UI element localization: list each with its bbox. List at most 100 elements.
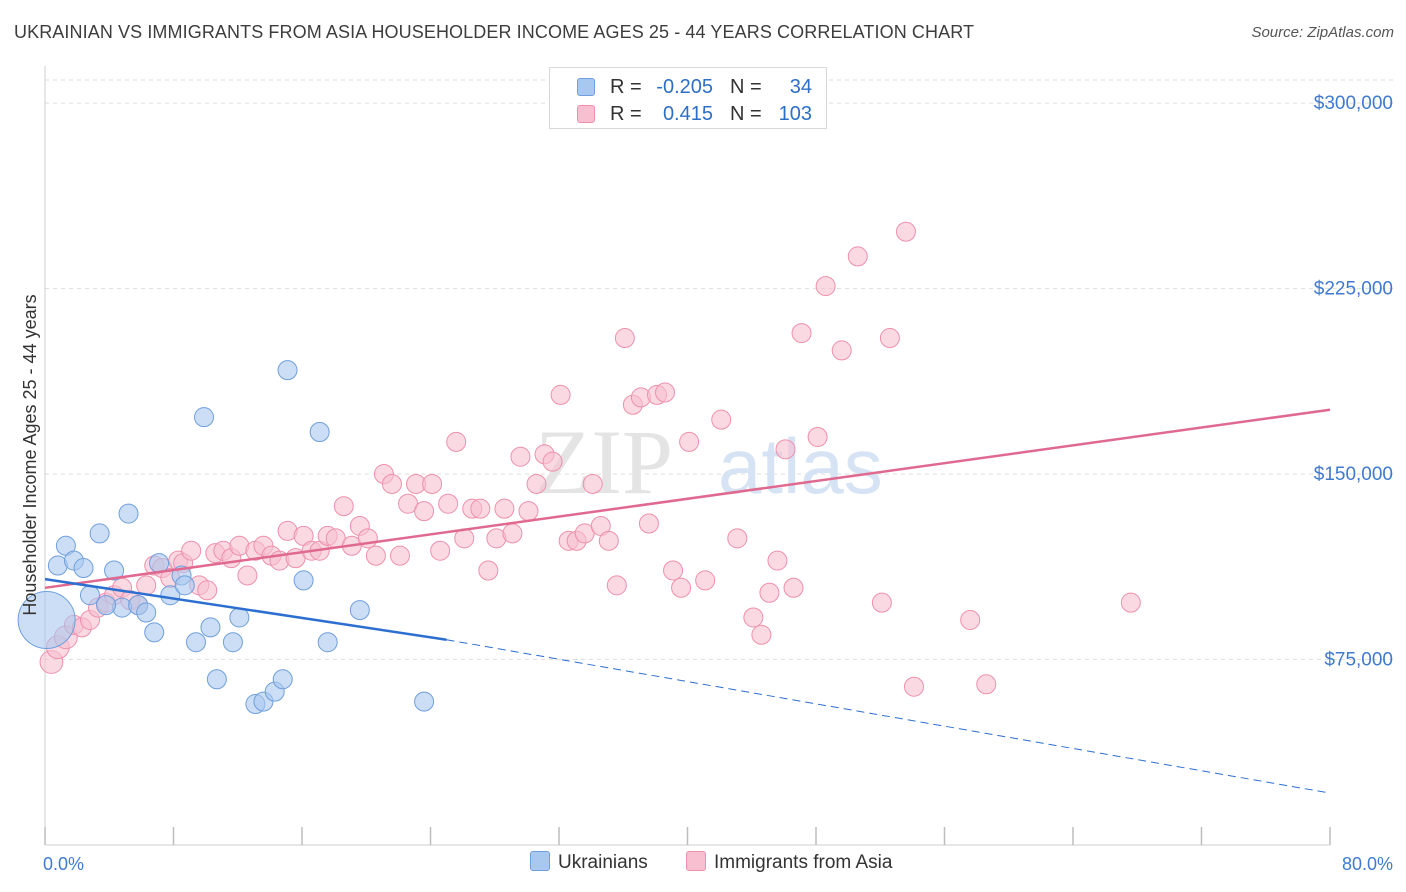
source-label: Source: ZipAtlas.com [1251, 24, 1394, 41]
trend-line-ukrainians [44, 577, 447, 641]
data-point [727, 528, 748, 549]
data-point [89, 523, 110, 544]
data-point [17, 590, 76, 649]
data-point [237, 565, 258, 586]
data-point [118, 503, 139, 524]
data-point [96, 595, 117, 616]
data-point [200, 617, 221, 638]
series-ukrainians [17, 360, 435, 715]
data-point [895, 221, 916, 242]
data-point [222, 632, 243, 653]
data-point [791, 323, 812, 344]
legend-row-ukrainians: R = -0.205 N = 34 [550, 73, 826, 103]
data-point [960, 609, 981, 630]
data-point [638, 513, 659, 534]
data-point [976, 674, 997, 695]
x-tick-label-min: 0.0% [43, 854, 84, 874]
data-point [695, 570, 716, 591]
legend-n-value: 34 [789, 76, 812, 98]
data-point [293, 570, 314, 591]
data-point [494, 498, 515, 519]
data-point [1120, 592, 1141, 613]
data-point [317, 632, 338, 653]
data-point [767, 550, 788, 571]
legend-n-label: N = [730, 76, 762, 98]
data-point [711, 409, 732, 430]
legend-swatch-immigrants-from-asia [577, 105, 595, 123]
legend-r-label: R = [610, 103, 642, 125]
data-point [73, 558, 94, 579]
y-tick-label: $300,000 [1314, 93, 1393, 114]
data-point [743, 607, 764, 628]
data-point [671, 577, 692, 598]
bottom-legend-label-ukrainians: Ukrainians [558, 852, 648, 873]
data-point [144, 622, 165, 643]
y-axis-label: Householder Income Ages 25 - 44 years [20, 294, 40, 615]
data-point [550, 384, 571, 405]
data-point [542, 451, 563, 472]
data-point [815, 276, 836, 297]
y-tick-label: $75,000 [1324, 650, 1393, 671]
trend-lines [44, 408, 1331, 794]
legend-swatch-ukrainians [577, 78, 595, 96]
data-point [510, 446, 531, 467]
data-point [185, 632, 206, 653]
chart-title: UKRAINIAN VS IMMIGRANTS FROM ASIA HOUSEH… [14, 22, 975, 42]
data-point [847, 246, 868, 267]
bottom-legend-swatch-ukrainians [530, 851, 550, 871]
data-point [614, 328, 635, 349]
legend-r-label: R = [610, 76, 642, 98]
bottom-legend-label-immigrants-from-asia: Immigrants from Asia [714, 852, 893, 873]
x-tick-label-max: 80.0% [1342, 854, 1393, 874]
data-point [197, 580, 218, 601]
data-point [136, 575, 157, 596]
data-point [309, 422, 330, 443]
data-point [807, 426, 828, 447]
bottom-legend-swatch-immigrants-from-asia [686, 851, 706, 871]
data-point [430, 540, 451, 561]
data-point [879, 328, 900, 349]
trend-line-ukrainians-extension [446, 639, 1331, 794]
data-point [655, 382, 676, 403]
data-point [277, 360, 298, 381]
data-point [389, 545, 410, 566]
data-point [365, 545, 386, 566]
data-point [174, 575, 195, 596]
data-point [381, 473, 402, 494]
axes [44, 66, 1331, 846]
bottom-legend-ukrainians: Ukrainians [530, 851, 648, 874]
data-point [783, 577, 804, 598]
data-point [663, 560, 684, 581]
data-point [136, 602, 157, 623]
bottom-legend-immigrants-from-asia: Immigrants from Asia [686, 851, 892, 874]
data-point [606, 575, 627, 596]
data-point [194, 407, 215, 428]
data-point [759, 582, 780, 603]
data-point [775, 439, 796, 460]
series-immigrants-from-asia [39, 221, 1141, 697]
legend-n-value: 103 [778, 103, 812, 125]
data-point [333, 496, 354, 517]
legend-r-value: -0.205 [656, 76, 713, 98]
data-point [582, 473, 603, 494]
data-point [831, 340, 852, 361]
legend-r-value: 0.415 [662, 103, 713, 125]
legend-row-immigrants-from-asia: R = 0.415 N = 103 [550, 100, 826, 130]
data-point [478, 560, 499, 581]
y-tick-label: $225,000 [1314, 279, 1393, 300]
watermark-atlas: atlas [718, 422, 883, 510]
data-point [149, 553, 170, 574]
data-point [414, 501, 435, 522]
data-point [206, 669, 227, 690]
data-point [526, 473, 547, 494]
data-point [679, 431, 700, 452]
y-tick-labels: $75,000 $150,000 $225,000 $300,000 [1314, 93, 1393, 670]
data-point [272, 669, 293, 690]
data-point [438, 493, 459, 514]
data-point [871, 592, 892, 613]
data-point [518, 501, 539, 522]
data-point [414, 691, 435, 712]
data-point [422, 473, 443, 494]
legend-n-label: N = [730, 103, 762, 125]
y-tick-label: $150,000 [1314, 464, 1393, 485]
